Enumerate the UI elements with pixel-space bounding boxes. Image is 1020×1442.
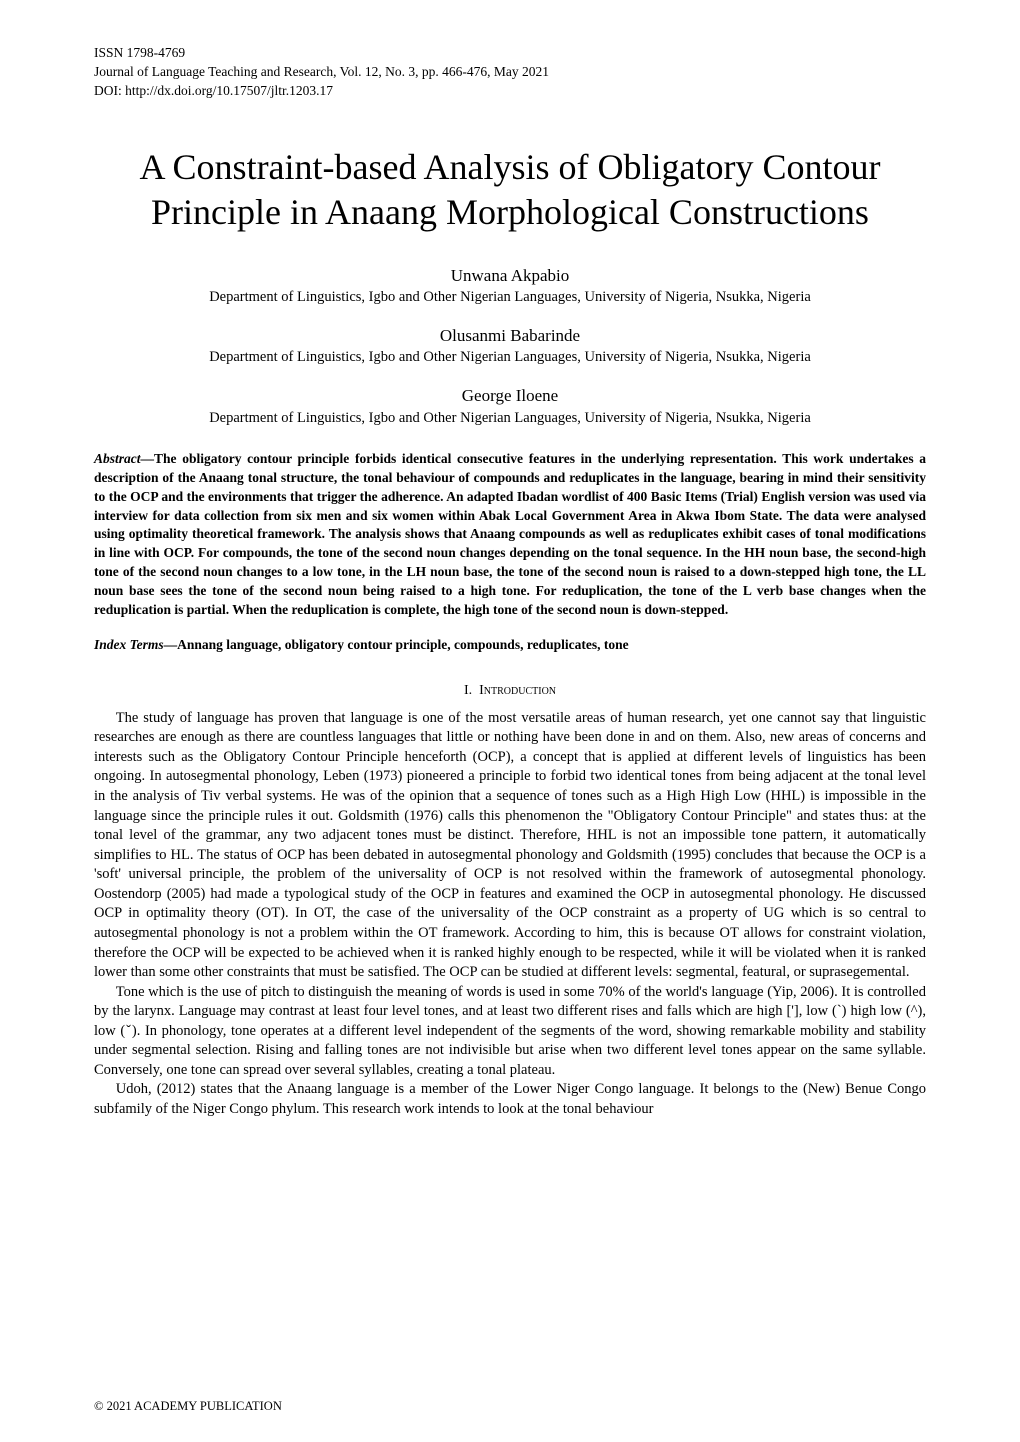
section-number: I. <box>464 683 472 698</box>
body-paragraph: Udoh, (2012) states that the Anaang lang… <box>94 1080 926 1119</box>
index-terms-text: —Annang language, obligatory contour pri… <box>164 637 629 652</box>
section-title: Introduction <box>479 683 556 698</box>
body-paragraph: The study of language has proven that la… <box>94 709 926 983</box>
journal-header: ISSN 1798-4769 Journal of Language Teach… <box>94 44 926 101</box>
index-terms-label: Index Terms <box>94 637 164 652</box>
author-name: George Iloene <box>94 385 926 407</box>
copyright-footer: © 2021 ACADEMY PUBLICATION <box>94 1399 282 1414</box>
author-block-0: Unwana Akpabio Department of Linguistics… <box>94 265 926 307</box>
author-affiliation: Department of Linguistics, Igbo and Othe… <box>94 287 926 307</box>
body-paragraph: Tone which is the use of pitch to distin… <box>94 983 926 1081</box>
author-name: Olusanmi Babarinde <box>94 325 926 347</box>
doi-line: DOI: http://dx.doi.org/10.17507/jltr.120… <box>94 82 926 101</box>
abstract-label: Abstract <box>94 451 141 466</box>
section-heading: I. Introduction <box>94 683 926 699</box>
author-block-1: Olusanmi Babarinde Department of Linguis… <box>94 325 926 367</box>
journal-line: Journal of Language Teaching and Researc… <box>94 63 926 82</box>
abstract: Abstract—The obligatory contour principl… <box>94 450 926 620</box>
author-block-2: George Iloene Department of Linguistics,… <box>94 385 926 427</box>
author-affiliation: Department of Linguistics, Igbo and Othe… <box>94 408 926 428</box>
paper-title: A Constraint-based Analysis of Obligator… <box>94 145 926 235</box>
abstract-text: —The obligatory contour principle forbid… <box>94 451 926 617</box>
author-affiliation: Department of Linguistics, Igbo and Othe… <box>94 347 926 367</box>
index-terms: Index Terms—Annang language, obligatory … <box>94 636 926 655</box>
issn-line: ISSN 1798-4769 <box>94 44 926 63</box>
author-name: Unwana Akpabio <box>94 265 926 287</box>
